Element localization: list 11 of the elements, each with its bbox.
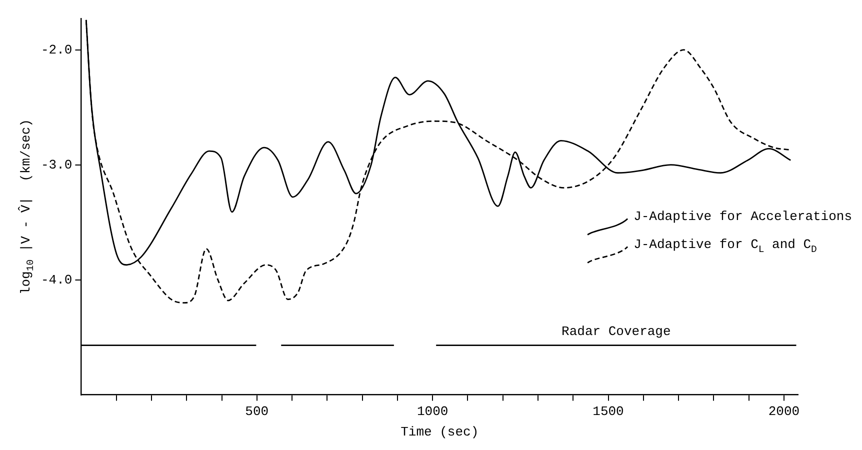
x-tick-label: 2000: [768, 404, 800, 420]
text: J-Adaptive for Accelerations: [634, 209, 852, 224]
annotation: Radar Coverage: [562, 324, 671, 339]
y-tick-label: -2.0: [40, 42, 72, 58]
x-tick-label: 1000: [416, 404, 448, 420]
y-tick-label: -3.0: [40, 157, 72, 172]
x-tick-label: 1500: [592, 404, 624, 420]
x-axis-title: Time (sec): [400, 424, 479, 440]
y-axis-title: log10 |V - V̂| (km/sec): [18, 119, 36, 295]
y-tick-label: -4.0: [40, 272, 72, 288]
x-tick-label: 500: [245, 404, 269, 420]
